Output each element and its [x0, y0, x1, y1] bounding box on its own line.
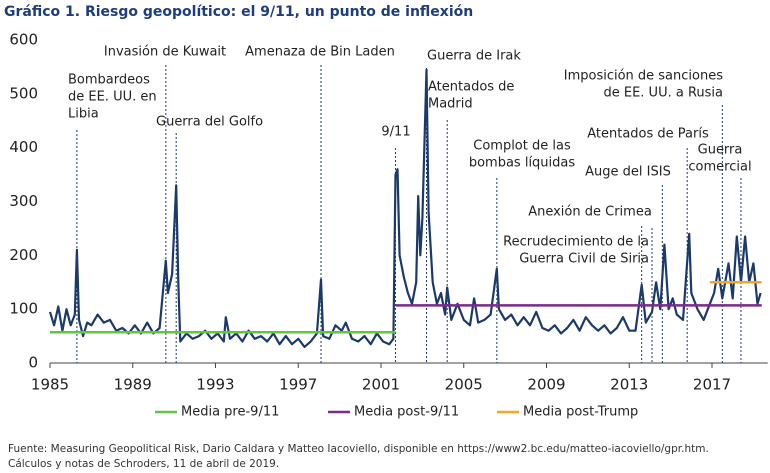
legend-label: Media post-9/11 [354, 405, 459, 420]
annotation: 9/11 [381, 125, 410, 140]
source-note: Fuente: Measuring Geopolitical Risk, Dar… [8, 443, 709, 455]
annotation: Guerra de Irak [427, 49, 521, 64]
x-tick-label: 2001 [362, 376, 400, 394]
index-line [48, 68, 762, 348]
annotation: Recrudecimiento de la [503, 235, 649, 250]
x-tick-label: 1997 [279, 376, 317, 394]
annotation: comercial [688, 160, 751, 175]
annotation: bombas líquidas [469, 156, 576, 171]
annotation: de EE. UU. a Rusia [603, 86, 723, 101]
source-note: Cálculos y notas de Schroders, 11 de abr… [8, 458, 279, 470]
x-tick-label: 1993 [196, 376, 234, 394]
x-tick-label: 1989 [114, 376, 152, 394]
annotation: Atentados de París [587, 127, 709, 142]
x-tick-label: 2017 [693, 376, 731, 394]
annotation: Guerra Civil de Siria [519, 252, 649, 267]
annotation: de EE. UU. en [68, 90, 157, 105]
y-tick-label: 400 [9, 138, 38, 156]
annotation: Guerra [698, 143, 743, 158]
y-tick-label: 600 [9, 31, 38, 49]
annotation: Atentados de [428, 80, 514, 95]
annotation: Anexión de Crimea [528, 205, 652, 220]
y-tick-label: 300 [9, 192, 38, 210]
annotation: Guerra del Golfo [156, 115, 263, 130]
legend-label: Media post-Trump [523, 405, 638, 420]
x-tick-label: 2013 [610, 376, 648, 394]
annotation: Invasión de Kuwait [104, 45, 226, 60]
y-tick-label: 200 [9, 246, 38, 264]
annotation: Auge del ISIS [585, 165, 671, 180]
y-tick-label: 0 [28, 354, 38, 372]
annotation: Amenaza de Bin Laden [245, 45, 395, 60]
y-tick-label: 100 [9, 300, 38, 318]
x-tick-label: 2005 [445, 376, 483, 394]
annotation: Bombardeos [68, 73, 150, 88]
annotation: Imposición de sanciones [564, 69, 723, 84]
x-tick-label: 2009 [527, 376, 565, 394]
annotation: Libia [68, 107, 99, 122]
y-tick-label: 500 [9, 84, 38, 102]
legend-label: Media pre-9/11 [181, 405, 279, 420]
annotation: Complot de las [473, 139, 571, 154]
chart-title: Gráfico 1. Riesgo geopolítico: el 9/11, … [4, 4, 473, 20]
annotation: Madrid [428, 97, 473, 112]
x-tick-label: 1985 [31, 376, 69, 394]
